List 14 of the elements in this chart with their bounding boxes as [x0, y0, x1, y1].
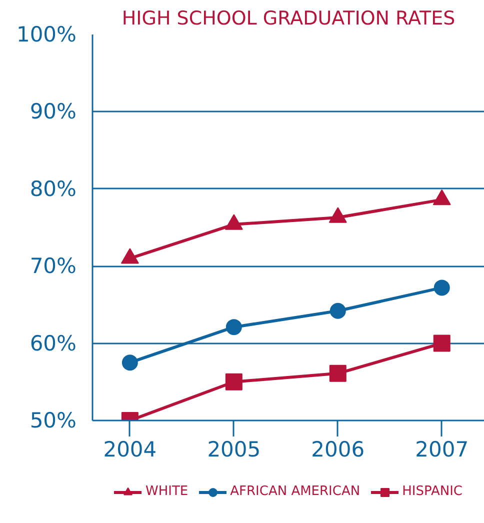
- x-tick-label: 2005: [207, 438, 261, 462]
- chart-title: HIGH SCHOOL GRADUATION RATES: [122, 8, 456, 30]
- y-tick-label: 100%: [16, 22, 77, 46]
- y-tick-label: 80%: [30, 176, 77, 201]
- y-tick-label: 60%: [30, 331, 77, 356]
- x-tick-label: 2006: [311, 438, 365, 462]
- legend-label: AFRICAN AMERICAN: [230, 484, 360, 499]
- y-tick-label: 70%: [30, 254, 77, 278]
- y-tick-label: 50%: [30, 408, 77, 432]
- legend-label: HISPANIC: [402, 484, 462, 499]
- x-tick-label: 2007: [415, 438, 469, 462]
- legend-label: WHITE: [146, 484, 188, 499]
- y-tick-label: 90%: [30, 100, 77, 124]
- x-tick-label: 2004: [103, 438, 157, 462]
